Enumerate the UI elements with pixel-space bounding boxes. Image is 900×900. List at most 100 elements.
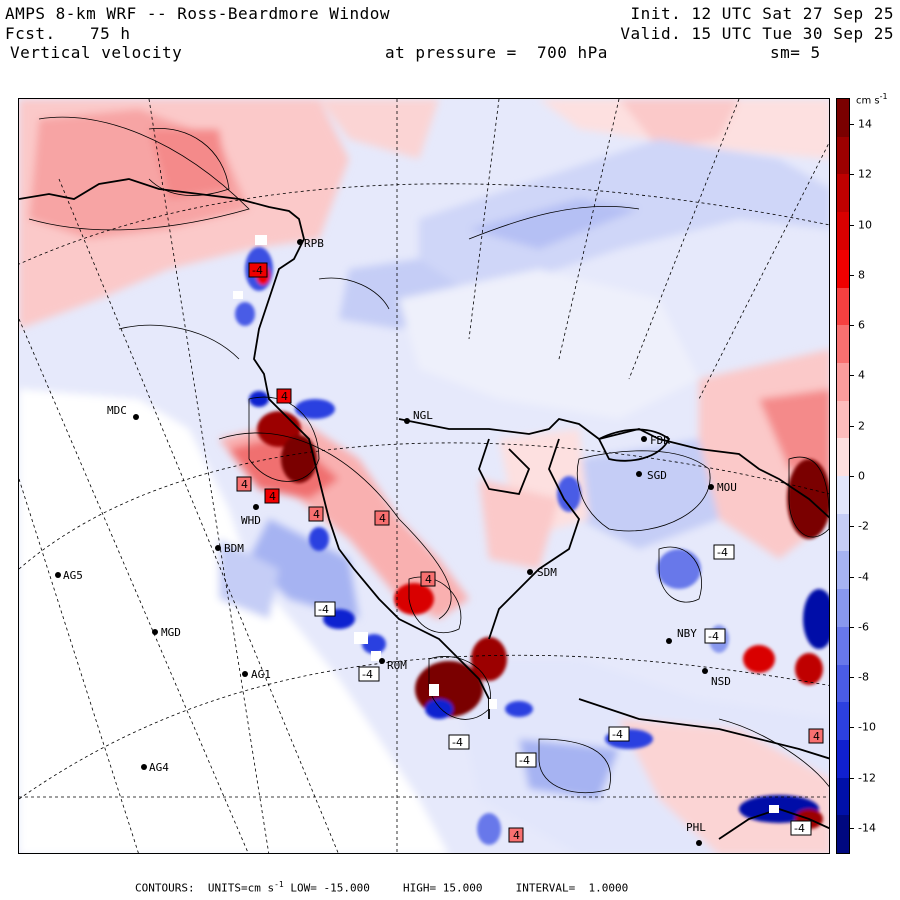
station-phl: PHL xyxy=(686,821,706,846)
colorbar-segment xyxy=(837,249,849,288)
contour-label-box: -4 xyxy=(248,262,268,278)
svg-text:SGD: SGD xyxy=(647,469,667,482)
low-label: LOW= xyxy=(290,881,317,895)
map-title: AMPS 8-km WRF -- Ross-Beardmore Window xyxy=(5,4,391,23)
map-panel[interactable]: MDC NGL FDR SGD MOU SDM NBY NSD AG5 MGD … xyxy=(18,98,830,854)
colorbar-tick-label: 8 xyxy=(858,268,865,282)
contour-label-box: 4 xyxy=(808,728,824,744)
colorbar-tick-mark xyxy=(850,727,854,729)
station-sgd: SGD xyxy=(636,469,667,482)
coastline xyxy=(19,178,829,840)
colorbar-segment xyxy=(837,136,849,175)
contour-value-boxes: -4 4 4 4 4 4 -4 -4 -4 -4 -4 -4 -4 4 4 -4… xyxy=(236,262,824,843)
svg-text:-4: -4 xyxy=(452,736,463,749)
svg-text:BDM: BDM xyxy=(224,542,244,555)
variable-name: Vertical velocity xyxy=(10,43,183,62)
colorbar-tick-label: -6 xyxy=(858,620,869,634)
units-label: UNITS=cm s xyxy=(207,881,275,895)
low-value: -15.000 xyxy=(323,881,370,895)
contour-label-box: -4 xyxy=(314,601,336,617)
colorbar-segment xyxy=(837,702,849,741)
station-whd: WHD xyxy=(241,504,261,527)
colorbar-tick-label: 12 xyxy=(858,167,872,181)
interval-label: INTERVAL= xyxy=(515,881,576,895)
svg-text:PHL: PHL xyxy=(686,821,706,834)
svg-text:4: 4 xyxy=(313,508,320,521)
contour-label-box: -4 xyxy=(713,544,735,560)
colorbar-tick-label: 4 xyxy=(858,368,865,382)
colorbar-segment xyxy=(837,362,849,402)
colorbar-tick-label: 10 xyxy=(858,218,872,232)
colorbar-segment xyxy=(837,325,849,364)
contour-info: CONTOURS: UNITS=cm s-1 LOW= -15.000 HIGH… xyxy=(135,880,629,895)
vertical-velocity-field: MDC NGL FDR SGD MOU SDM NBY NSD AG5 MGD … xyxy=(19,99,829,853)
colorbar-segment xyxy=(837,476,849,515)
svg-text:FDR: FDR xyxy=(650,434,670,447)
svg-text:MDC: MDC xyxy=(107,404,127,417)
svg-text:4: 4 xyxy=(425,573,432,586)
valid-time: Valid. 15 UTC Tue 30 Sep 25 xyxy=(620,24,894,43)
contour-label-box: -4 xyxy=(608,726,630,742)
init-time: Init. 12 UTC Sat 27 Sep 25 xyxy=(630,4,894,23)
colorbar-tick-label: -2 xyxy=(858,519,869,533)
colorbar-tick-mark xyxy=(850,224,854,226)
colorbar-tick-mark xyxy=(850,576,854,578)
station-bdm: BDM xyxy=(215,542,244,555)
svg-text:MGD: MGD xyxy=(161,626,181,639)
station-nsd: NSD xyxy=(702,668,731,688)
colorbar-segment xyxy=(837,212,849,251)
forecast-hours: 75 h xyxy=(90,24,131,43)
colorbar-tick-mark xyxy=(850,425,854,427)
svg-text:SDM: SDM xyxy=(537,566,557,579)
svg-text:AG1: AG1 xyxy=(251,668,271,681)
station-nby: NBY xyxy=(666,627,697,644)
svg-text:-4: -4 xyxy=(708,630,719,643)
colorbar-segment xyxy=(837,589,849,628)
svg-text:WHD: WHD xyxy=(241,514,261,527)
colorbar-segment xyxy=(837,174,849,213)
colorbar-segment xyxy=(837,664,849,703)
smoothing-value: sm= 5 xyxy=(770,43,821,62)
colorbar-segment xyxy=(837,777,849,816)
colorbar-tick-label: 14 xyxy=(858,117,872,131)
station-ngl: NGL xyxy=(404,409,433,424)
station-mdc: MDC xyxy=(107,404,139,420)
colorbar-tick-mark xyxy=(850,526,854,528)
station-ag5: AG5 xyxy=(55,569,83,582)
colorbar-tick-label: 6 xyxy=(858,318,865,332)
svg-text:MOU: MOU xyxy=(717,481,737,494)
svg-text:-4: -4 xyxy=(612,728,623,741)
no-data-patches xyxy=(233,235,779,813)
svg-text:RPB: RPB xyxy=(304,237,324,250)
colorbar-segment xyxy=(837,739,849,779)
station-ag1: AG1 xyxy=(242,668,271,681)
svg-text:-4: -4 xyxy=(519,754,530,767)
svg-text:4: 4 xyxy=(281,390,288,403)
colorbar-tick-mark xyxy=(850,777,854,779)
colorbar-tick-label: 0 xyxy=(858,469,865,483)
contour-label-box: -4 xyxy=(515,752,537,768)
station-rpb: RPB xyxy=(297,237,324,250)
contour-label-box: 4 xyxy=(374,510,390,526)
colorbar-tick-mark xyxy=(850,325,854,327)
colorbar-tick-mark xyxy=(850,626,854,628)
colorbar-units: cm s-1 xyxy=(856,92,888,107)
colorbar-tick-mark xyxy=(850,476,854,477)
colorbar-tick-mark xyxy=(850,375,854,377)
high-label: HIGH= xyxy=(402,881,437,895)
svg-text:-4: -4 xyxy=(362,668,373,681)
svg-text:-4: -4 xyxy=(794,822,805,835)
shaded-field-regions xyxy=(19,99,829,853)
colorbar-tick-mark xyxy=(850,677,854,679)
svg-text:-4: -4 xyxy=(252,264,263,277)
contour-label-box: 4 xyxy=(236,476,252,492)
colorbar xyxy=(836,98,850,854)
contour-label-box: 4 xyxy=(264,488,280,504)
svg-text:4: 4 xyxy=(813,730,820,743)
forecast-label: Fcst. xyxy=(5,24,56,43)
svg-text:NBY: NBY xyxy=(677,627,697,640)
contour-label-box: -4 xyxy=(704,628,726,644)
colorbar-tick-mark xyxy=(850,827,854,829)
colorbar-tick-label: -8 xyxy=(858,670,869,684)
interval-value: 1.0000 xyxy=(588,881,629,895)
